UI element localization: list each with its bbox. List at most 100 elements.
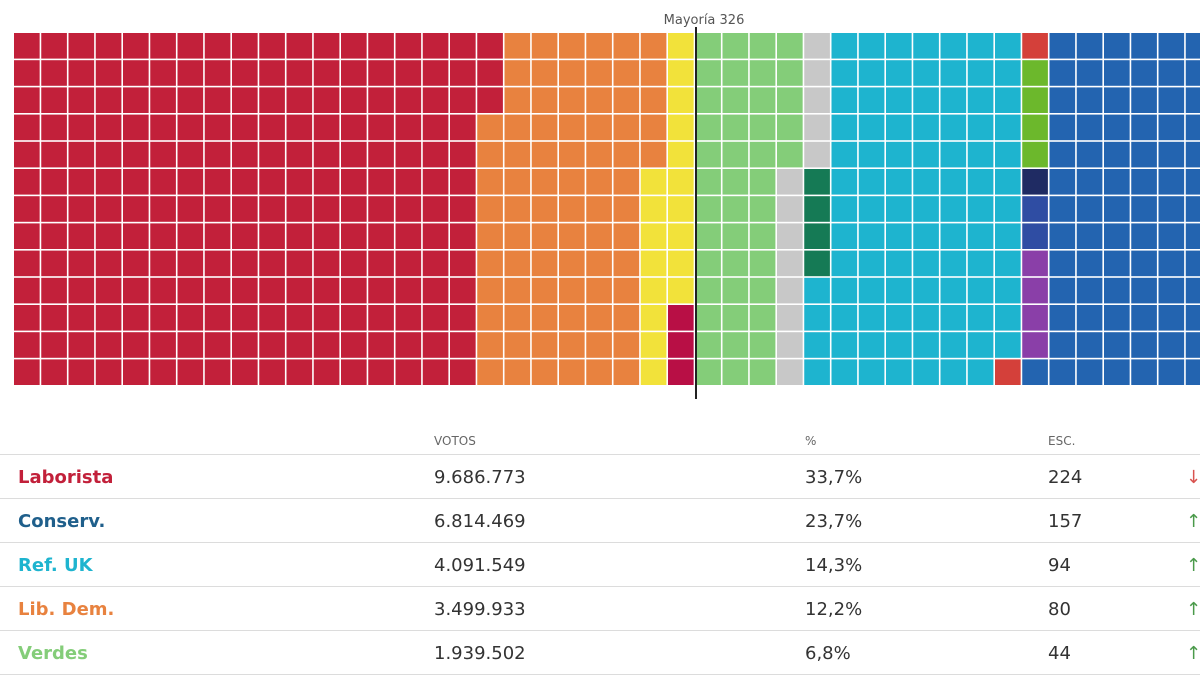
seat-cell <box>777 359 803 385</box>
seat-cell <box>1076 196 1103 222</box>
seat-cell <box>804 196 830 222</box>
seat-cell <box>259 169 285 195</box>
seat-cell <box>559 87 585 113</box>
seat-cell <box>150 60 176 86</box>
seat-cell <box>422 359 449 385</box>
seat-cell <box>1022 250 1048 277</box>
seat-cell <box>1104 33 1130 59</box>
seat-cell <box>259 277 285 304</box>
seat-cell <box>313 141 340 168</box>
seat-cell <box>177 141 204 168</box>
seat-cell <box>232 114 258 141</box>
seat-cell <box>804 359 830 385</box>
seat-cell <box>286 60 313 86</box>
seat-cell <box>995 332 1021 358</box>
seat-cell <box>41 114 67 141</box>
seat-cell <box>395 60 422 86</box>
seat-cell <box>14 60 40 86</box>
seat-cell <box>559 305 585 331</box>
seat-cell <box>341 223 367 249</box>
seat-cell <box>967 277 994 304</box>
seat-cell <box>1131 87 1157 113</box>
seat-cell <box>913 277 939 304</box>
seat-cell <box>204 359 231 385</box>
seat-cell <box>204 33 231 59</box>
seat-cell <box>68 114 95 141</box>
seat-cell <box>341 114 367 141</box>
seat-cell <box>341 141 367 168</box>
seat-cell <box>177 277 204 304</box>
party-row: Lib. Dem. 3.499.933 12,2% 80 ↑ <box>0 587 1200 631</box>
seat-cell <box>640 223 667 249</box>
seat-cell <box>123 196 149 222</box>
seat-cell <box>613 87 640 113</box>
seat-cell <box>559 332 585 358</box>
seat-cell <box>341 359 367 385</box>
seat-cell <box>967 223 994 249</box>
seat-cell <box>777 33 803 59</box>
seat-cell <box>41 277 67 304</box>
seat-cell <box>422 196 449 222</box>
seat-cell <box>1158 196 1185 222</box>
seat-cell <box>504 141 531 168</box>
seat-cell <box>395 332 422 358</box>
seat-cell <box>858 33 885 59</box>
seat-cell <box>232 359 258 385</box>
seat-cell <box>995 33 1021 59</box>
seat-cell <box>668 33 694 59</box>
seat-cell <box>858 332 885 358</box>
seat-cell <box>913 223 939 249</box>
seat-cell <box>68 223 95 249</box>
seat-cell <box>286 196 313 222</box>
seat-cell <box>313 114 340 141</box>
seat-cell <box>831 332 858 358</box>
seat-cell <box>722 114 749 141</box>
seat-cell <box>1104 223 1130 249</box>
seat-cell <box>749 359 776 385</box>
seat-cell <box>1185 114 1200 141</box>
party-name: Laborista <box>18 467 114 488</box>
seat-cell <box>1104 141 1130 168</box>
seat-cell <box>1158 60 1185 86</box>
seat-cell <box>450 277 476 304</box>
seat-cell <box>450 33 476 59</box>
seat-cell <box>14 87 40 113</box>
seat-cell <box>1185 359 1200 385</box>
seat-cell <box>41 359 67 385</box>
seat-cell <box>313 277 340 304</box>
seat-cell <box>259 114 285 141</box>
seat-cell <box>150 33 176 59</box>
seat-cell <box>995 114 1021 141</box>
seat-cell <box>95 305 122 331</box>
seat-cell <box>913 169 939 195</box>
seat-cell <box>477 33 503 59</box>
seat-cell <box>831 305 858 331</box>
seat-cell <box>695 277 721 304</box>
seat-cell <box>1131 223 1157 249</box>
seat-cell <box>531 250 558 277</box>
seat-cell <box>68 359 95 385</box>
party-seats: 80 <box>1048 599 1071 620</box>
seat-cell <box>1049 250 1076 277</box>
seat-cell <box>395 223 422 249</box>
seat-cell <box>886 305 912 331</box>
seat-cell <box>477 141 503 168</box>
seat-cell <box>722 141 749 168</box>
seat-cell <box>1022 114 1048 141</box>
seat-cell <box>68 169 95 195</box>
seat-cell <box>232 141 258 168</box>
seat-cell <box>395 87 422 113</box>
header-seats: ESC. <box>1048 434 1076 448</box>
seat-cell <box>940 169 967 195</box>
seat-cell <box>450 223 476 249</box>
seat-cell <box>1185 87 1200 113</box>
seat-cell <box>804 141 830 168</box>
seat-cell <box>504 305 531 331</box>
seat-cell <box>831 223 858 249</box>
seat-cell <box>722 359 749 385</box>
seat-cell <box>1131 169 1157 195</box>
seat-cell <box>940 60 967 86</box>
seat-cell <box>450 250 476 277</box>
seat-cell <box>777 169 803 195</box>
seat-cell <box>341 250 367 277</box>
